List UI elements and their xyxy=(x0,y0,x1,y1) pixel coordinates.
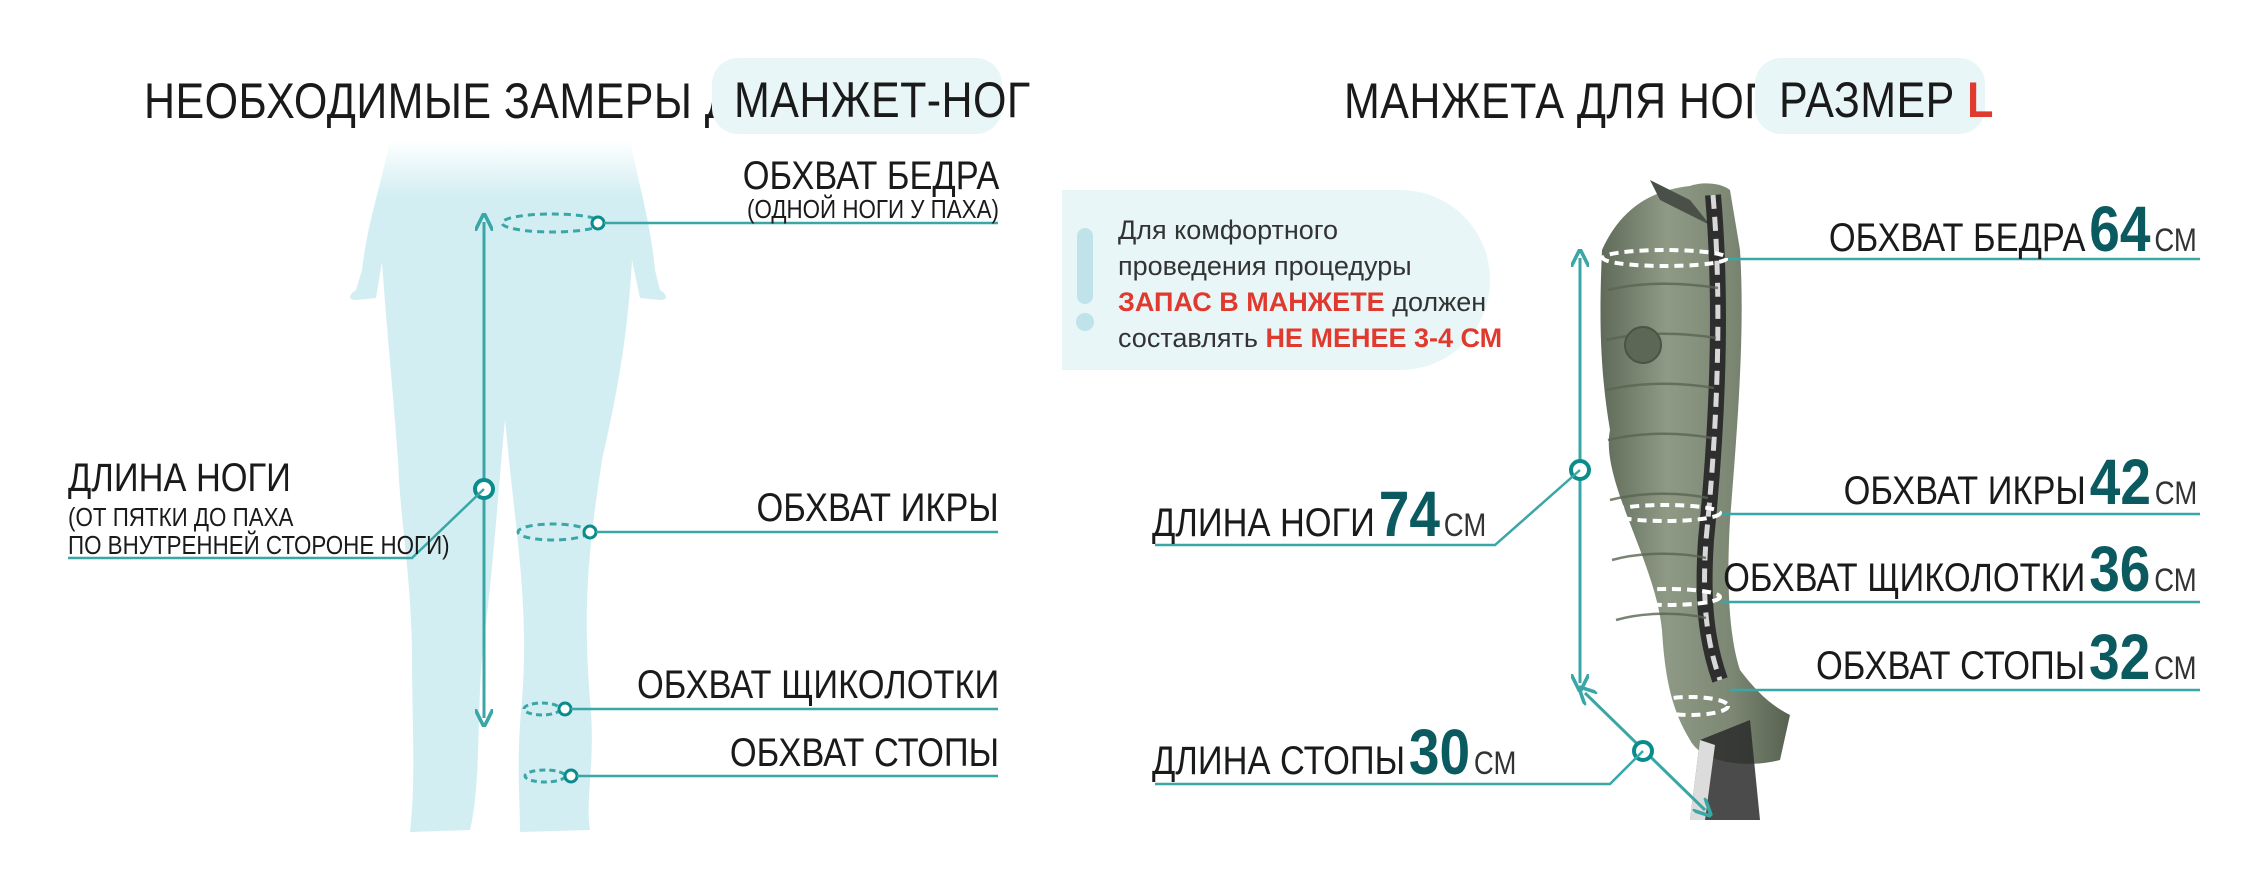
cuff-leg-length-value: 74 xyxy=(1378,478,1440,550)
left-title: НЕОБХОДИМЫЕ ЗАМЕРЫ ДЛЯ xyxy=(144,73,795,129)
left-thigh-label: ОБХВАТ БЕДРА xyxy=(742,154,999,198)
note-line-3-rest: должен xyxy=(1384,287,1487,317)
cuff-foot-length-value: 30 xyxy=(1408,716,1471,788)
left-leg-length-sub1: (ОТ ПЯТКИ ДО ПАХА xyxy=(68,502,294,532)
left-leg-length-sub2: ПО ВНУТРЕННЕЙ СТОРОНЕ НОГИ) xyxy=(68,530,450,560)
size-label: РАЗМЕР xyxy=(1779,72,1968,128)
size-text: РАЗМЕР L xyxy=(1779,71,1994,129)
cuff-thigh-measure: ОБХВАТ БЕДРА 64 СМ xyxy=(1829,192,2197,266)
cuff-foot-length-measure: ДЛИНА СТОПЫ 30 СМ xyxy=(1152,715,1516,789)
cuff-thigh-label: ОБХВАТ БЕДРА xyxy=(1829,216,2086,260)
cuff-ankle-value: 36 xyxy=(2089,533,2151,605)
cuff-foot-length-label: ДЛИНА СТОПЫ xyxy=(1152,739,1406,783)
cuff-leg-length-unit: СМ xyxy=(1443,507,1487,543)
left-title-pill-text: МАНЖЕТ-НОГ xyxy=(734,72,1031,128)
right-title: МАНЖЕТА ДЛЯ НОГИ xyxy=(1344,73,1800,129)
cuff-leg-length-label: ДЛИНА НОГИ xyxy=(1152,501,1375,545)
note-minimum-highlight: НЕ МЕНЕЕ 3-4 СМ xyxy=(1265,323,1503,353)
note-text: Для комфортного проведения процедуры ЗАП… xyxy=(1118,212,1502,356)
left-thigh-sub: (ОДНОЙ НОГИ У ПАХА) xyxy=(747,194,999,224)
cuff-leg-length-measure: ДЛИНА НОГИ 74 СМ xyxy=(1152,477,1486,551)
cuff-ankle-label: ОБХВАТ ЩИКОЛОТКИ xyxy=(1723,556,2086,600)
note-box xyxy=(1062,190,1490,370)
cuff-foot-measure: ОБХВАТ СТОПЫ 32 СМ xyxy=(1816,620,2197,694)
leg-cuff-image xyxy=(1600,180,1790,820)
cuff-calf-label: ОБХВАТ ИКРЫ xyxy=(1843,469,2086,513)
leg-silhouette xyxy=(350,140,666,832)
note-line-1: Для комфортного xyxy=(1118,215,1339,245)
cuff-thigh-unit: СМ xyxy=(2154,222,2197,258)
cuff-ankle-unit: СМ xyxy=(2154,562,2197,598)
cuff-foot-unit: СМ xyxy=(2154,650,2197,686)
left-leg-length-label: ДЛИНА НОГИ xyxy=(68,456,291,500)
exclamation-icon xyxy=(1077,228,1093,304)
cuff-foot-value: 32 xyxy=(2089,621,2151,693)
cuff-calf-measure: ОБХВАТ ИКРЫ 42 СМ xyxy=(1843,445,2197,519)
size-value: L xyxy=(1967,72,1994,128)
size-pill: РАЗМЕР L xyxy=(1755,58,1993,134)
note-line-2: проведения процедуры xyxy=(1118,251,1412,281)
left-title-pill: МАНЖЕТ-НОГ xyxy=(712,58,1030,134)
cuff-ankle-measure: ОБХВАТ ЩИКОЛОТКИ 36 СМ xyxy=(1723,532,2197,606)
note-line-4: составлять НЕ МЕНЕЕ 3-4 СМ xyxy=(1118,320,1502,356)
note-line-4-text: составлять xyxy=(1118,323,1266,353)
left-calf-label: ОБХВАТ ИКРЫ xyxy=(756,486,999,530)
cuff-calf-value: 42 xyxy=(2089,446,2151,518)
cuff-calf-unit: СМ xyxy=(2154,475,2197,511)
left-ankle-label: ОБХВАТ ЩИКОЛОТКИ xyxy=(636,663,999,707)
cuff-foot-label: ОБХВАТ СТОПЫ xyxy=(1816,644,2086,688)
note-reserve-highlight: ЗАПАС В МАНЖЕТЕ xyxy=(1118,287,1385,317)
note-line-3: ЗАПАС В МАНЖЕТЕ должен xyxy=(1118,284,1502,320)
left-foot-label: ОБХВАТ СТОПЫ xyxy=(729,731,999,775)
cuff-foot-length-unit: СМ xyxy=(1473,745,1517,781)
cuff-thigh-value: 64 xyxy=(2089,193,2151,265)
